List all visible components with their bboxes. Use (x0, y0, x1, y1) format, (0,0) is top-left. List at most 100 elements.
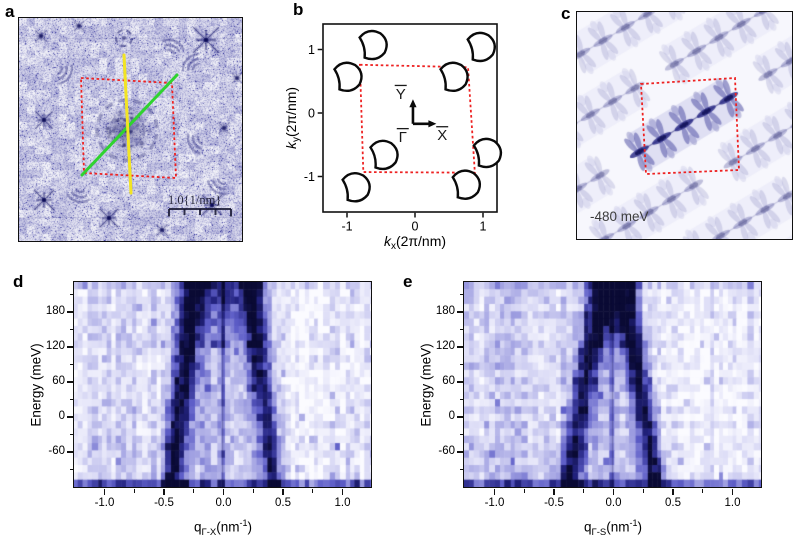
panel-d-y-tick (67, 451, 74, 453)
panel-e-x-minor-tick (702, 489, 704, 493)
panel-e-xaxis-label: qΓ-S(nm-1) (583, 518, 643, 539)
fermi-pocket (439, 61, 469, 92)
panel-c-qpi-image (577, 12, 792, 239)
panel-e-y-tick-label: -60 (438, 445, 455, 457)
panel-e-x-tick-label: -1.0 (484, 497, 505, 509)
panel-a-frame: 1.0{1/nm} (18, 17, 243, 242)
panel-d-y-tick-label: 120 (45, 340, 65, 352)
panel-d-xaxis-label: qΓ-X(nm-1) (193, 518, 253, 539)
panel-e-y-tick (457, 451, 464, 453)
panel-d-x-minor-tick (193, 489, 195, 493)
panel-b-label: b (293, 0, 304, 19)
panel-c-frame: -480 meV (576, 11, 793, 240)
panel-e-label: e (403, 272, 413, 291)
panel-a-yellow-linecut (122, 53, 133, 195)
panel-d-x-tick (282, 489, 284, 495)
panel-b-plot: -1 0 1 1 0 -1 Γ X Y kx(2π/nm) ky(2π/nm) (283, 23, 503, 252)
panel-b-yaxis-label: ky(2π/nm) (283, 87, 302, 149)
panel-e-x-tick-label: 0.0 (605, 497, 622, 509)
panel-c-overlay: -480 meV (590, 77, 740, 224)
panel-d-x-tick-label: 0.0 (215, 497, 232, 509)
fermi-pocket (332, 61, 363, 92)
panel-e-y-tick (457, 381, 464, 383)
panel-c-energy-label: -480 meV (590, 209, 649, 224)
panel-a-green-linecut (80, 73, 179, 177)
panel-e-y-minor-tick (459, 398, 464, 401)
fermi-pocket (358, 29, 388, 61)
panel-e-y-tick-label: 60 (442, 375, 455, 387)
panel-e-y-tick (457, 311, 464, 313)
panel-d-y-tick (67, 381, 74, 383)
panel-d-y-minor-tick (69, 363, 74, 366)
panel-e-x-minor-tick (583, 489, 585, 493)
panel-c-red-dashed-box (640, 77, 740, 175)
panel-e-x-tick-label: 1.0 (724, 497, 741, 509)
panel-d-x-tick (163, 489, 165, 495)
panel-d-x-minor-tick (133, 489, 135, 493)
panel-d-x-minor-tick (312, 489, 314, 493)
panel-e-y-tick-label: 120 (435, 340, 455, 352)
panel-e-y-minor-tick (459, 468, 464, 471)
panel-b-axes-box (322, 23, 498, 213)
panel-c-label: c (561, 4, 571, 23)
panel-d-frame (73, 281, 372, 488)
panel-d-y-tick-label: 60 (52, 375, 65, 387)
panel-e-x-tick (493, 489, 496, 495)
panel-e-x-tick (553, 489, 555, 495)
panel-d-x-tick-label: -0.5 (154, 497, 174, 509)
arrow-up-head (409, 99, 417, 108)
panel-a-fft-image (19, 18, 242, 241)
fermi-pocket (369, 139, 399, 171)
panel-e-heatmap (464, 282, 761, 487)
fermi-pocket (466, 31, 496, 63)
panel-d-y-minor-tick (69, 468, 74, 471)
fermi-pocket (472, 137, 503, 169)
panel-d-x-tick (222, 489, 225, 495)
fermi-pocket (451, 169, 482, 200)
panel-d-y-tick-label: 180 (45, 305, 65, 317)
panel-e-x-minor-tick (523, 489, 525, 493)
panel-e-y-minor-tick (459, 363, 464, 366)
panel-d-x-tick (103, 489, 106, 495)
panel-b-xaxis-label: kx(2π/nm) (384, 233, 446, 252)
panel-e-x-tick (612, 489, 615, 495)
panel-e-y-tick (457, 346, 464, 348)
x-tick-label: 1 (480, 220, 487, 234)
panel-e-x-tick (672, 489, 674, 495)
y-tick-label: 0 (308, 106, 315, 120)
panel-d-y-tick-label: -60 (48, 445, 65, 457)
panel-a-scalebar-text: 1.0{1/nm} (168, 193, 221, 207)
panel-a-scalebar: 1.0{1/nm} (168, 193, 232, 217)
panel-d-x-tick-label: -1.0 (94, 497, 115, 509)
panel-d-x-tick-label: 0.5 (275, 497, 291, 509)
panel-d-y-minor-tick (69, 328, 74, 331)
panel-d-y-tick (67, 311, 74, 313)
symmetry-point-label: X (437, 127, 447, 144)
y-tick-label: -1 (304, 170, 315, 184)
panel-d-x-tick-label: 1.0 (334, 497, 351, 509)
panel-a-overlay: 1.0{1/nm} (80, 53, 232, 217)
panel-e-y-tick (457, 416, 464, 418)
panel-d-y-tick (67, 416, 74, 418)
panel-d-heatmap (74, 282, 371, 487)
panel-e-x-tick-label: 0.5 (665, 497, 681, 509)
panel-d-y-minor-tick (69, 433, 74, 436)
panel-d-label: d (13, 272, 24, 291)
panel-e-frame (463, 281, 762, 488)
panel-d-y-minor-tick (69, 398, 74, 401)
panel-e-x-minor-tick (642, 489, 644, 493)
panel-e-y-tick-label: 0 (448, 410, 455, 422)
panel-e-y-tick-label: 180 (435, 305, 455, 317)
panel-e-x-tick-label: -0.5 (544, 497, 564, 509)
panel-d-x-minor-tick (252, 489, 254, 493)
y-tick-label: 1 (308, 43, 315, 57)
panel-d-x-tick (341, 489, 344, 495)
panel-d-y-minor-tick (69, 293, 74, 296)
panel-d-y-tick (67, 346, 74, 348)
symmetry-point-label: Γ (399, 129, 407, 146)
panel-d-y-tick-label: 0 (58, 410, 65, 422)
x-tick-label: -1 (341, 220, 352, 234)
panel-e-y-minor-tick (459, 433, 464, 436)
x-tick-label: 0 (412, 220, 419, 234)
